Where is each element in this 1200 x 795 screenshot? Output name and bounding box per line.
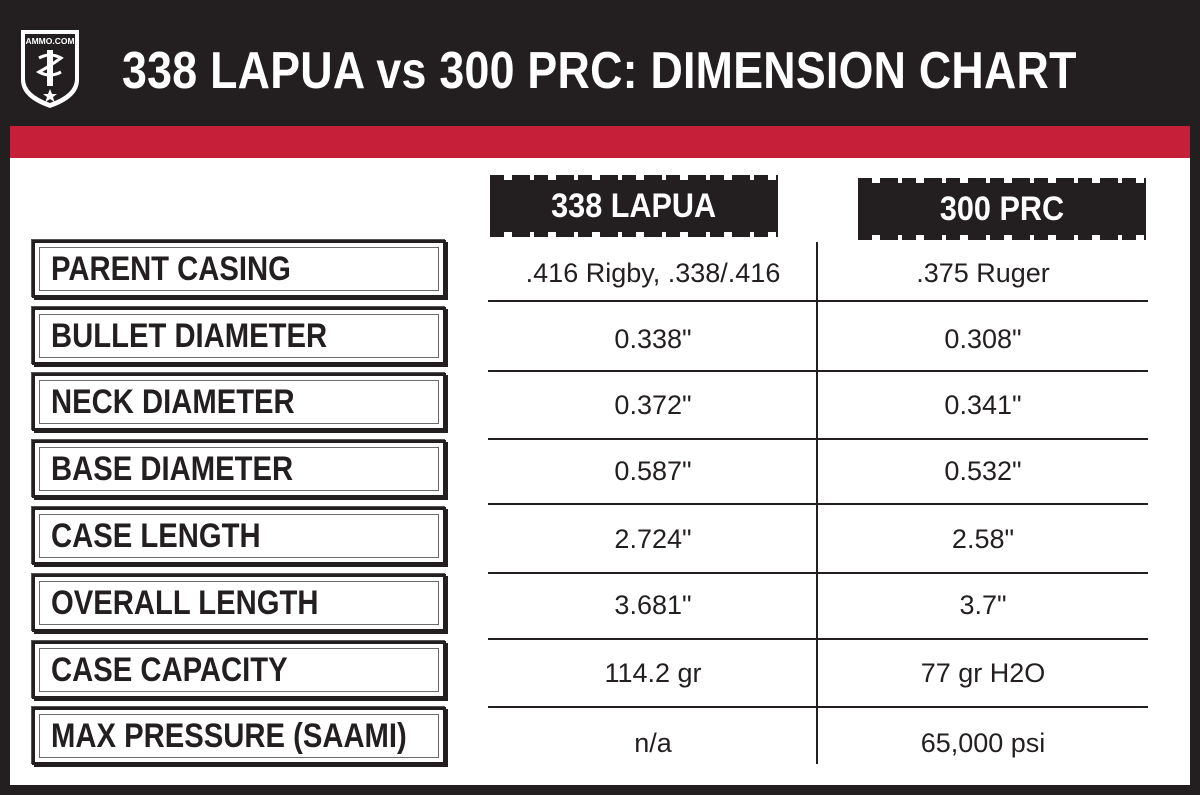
cell-338-lapua: 2.724" bbox=[614, 524, 692, 554]
row-divider bbox=[488, 706, 1148, 708]
row-divider bbox=[488, 638, 1148, 640]
cell-338-lapua: n/a bbox=[634, 728, 672, 758]
cell-300-prc: 0.341" bbox=[944, 390, 1022, 420]
row-label: BULLET DIAMETER bbox=[51, 317, 328, 355]
row-divider bbox=[488, 438, 1148, 440]
cell-300-prc: 2.58" bbox=[951, 524, 1015, 554]
row-divider bbox=[488, 503, 1148, 505]
column-header-300-prc: 300 PRC bbox=[858, 178, 1146, 240]
row-divider bbox=[488, 370, 1148, 372]
cell-338-lapua: 114.2 gr bbox=[604, 658, 702, 688]
row-label-box: OVERALL LENGTH bbox=[32, 574, 446, 632]
cell-300-prc: .375 Ruger bbox=[916, 258, 1050, 288]
cell-338-lapua: 0.372" bbox=[614, 390, 692, 420]
row-label-box: PARENT CASING bbox=[32, 240, 446, 298]
cell-300-prc: 0.308" bbox=[944, 324, 1022, 354]
row-label-box: NECK DIAMETER bbox=[32, 373, 446, 431]
logo-text: AMMO.COM bbox=[25, 36, 74, 46]
row-label: PARENT CASING bbox=[51, 250, 291, 288]
cell-338-lapua: 0.587" bbox=[614, 456, 692, 486]
page-title: 338 LAPUA vs 300 PRC: DIMENSION CHART bbox=[122, 42, 1077, 100]
column-header-338-lapua: 338 LAPUA bbox=[490, 175, 778, 237]
row-label-box: CASE LENGTH bbox=[32, 507, 446, 565]
row-label-box: BULLET DIAMETER bbox=[32, 307, 446, 365]
cell-300-prc: 0.532" bbox=[944, 456, 1022, 486]
cell-300-prc: 65,000 psi bbox=[920, 728, 1046, 758]
row-divider bbox=[488, 300, 1148, 302]
cell-338-lapua: .416 Rigby, .338/.416 bbox=[525, 258, 781, 288]
cell-300-prc: 3.7" bbox=[959, 590, 1007, 620]
cell-338-lapua: 0.338" bbox=[614, 324, 692, 354]
row-label: OVERALL LENGTH bbox=[51, 584, 319, 622]
row-label-box: BASE DIAMETER bbox=[32, 440, 446, 498]
column-divider bbox=[816, 242, 818, 764]
shield-logo-icon: AMMO.COM bbox=[21, 30, 79, 108]
cell-300-prc: 77 gr H2O bbox=[920, 658, 1046, 688]
header-bar: AMMO.COM 338 LAPUA vs 300 PRC: DIMENSION… bbox=[0, 0, 1200, 126]
cell-338-lapua: 3.681" bbox=[614, 590, 692, 620]
row-label: MAX PRESSURE (SAAMI) bbox=[51, 717, 407, 755]
row-label: CASE CAPACITY bbox=[51, 651, 288, 689]
row-label: BASE DIAMETER bbox=[51, 450, 294, 488]
row-label-box: MAX PRESSURE (SAAMI) bbox=[32, 707, 446, 765]
row-label: CASE LENGTH bbox=[51, 517, 261, 555]
row-label-box: CASE CAPACITY bbox=[32, 641, 446, 699]
row-divider bbox=[488, 572, 1148, 574]
accent-bar bbox=[10, 126, 1190, 158]
row-label: NECK DIAMETER bbox=[51, 383, 295, 421]
